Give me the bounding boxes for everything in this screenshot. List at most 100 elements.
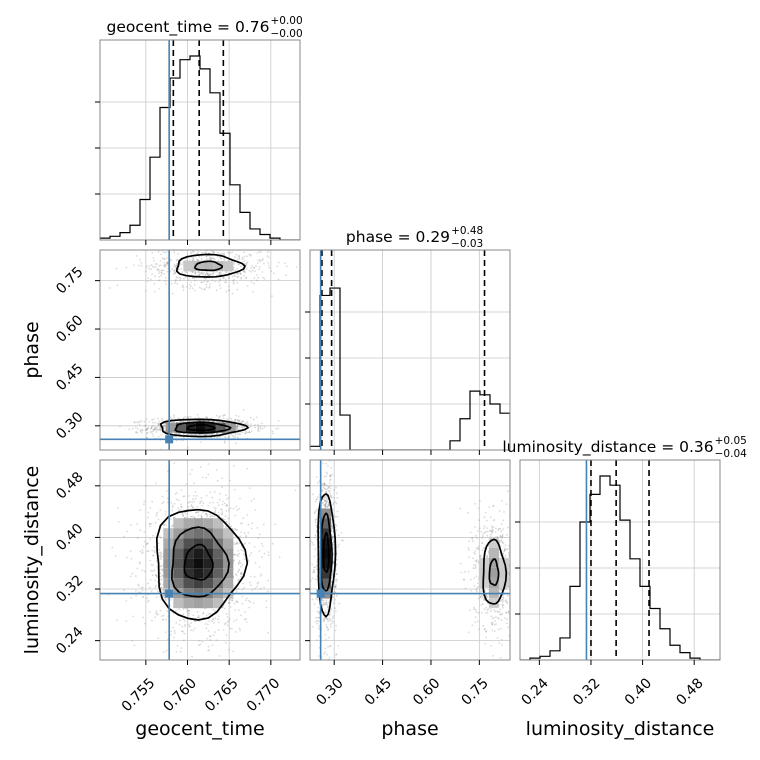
sample-point — [152, 435, 155, 437]
sample-point — [172, 421, 175, 423]
hist-bar — [130, 225, 140, 240]
sample-point — [234, 528, 237, 531]
sample-point — [230, 525, 232, 528]
sample-point — [150, 522, 153, 525]
sample-point — [123, 589, 126, 592]
sample-point — [315, 498, 318, 501]
sample-point — [515, 553, 517, 555]
sample-point — [192, 270, 194, 273]
sample-point — [231, 275, 234, 278]
sample-point — [233, 527, 236, 530]
hist-bar — [120, 233, 130, 240]
sample-point — [235, 588, 237, 591]
sample-point — [192, 257, 195, 259]
sample-point — [177, 507, 180, 510]
sample-point — [332, 561, 335, 564]
sample-point — [331, 622, 333, 625]
sample-point — [329, 610, 332, 613]
sample-point — [174, 272, 177, 275]
hist-bar — [140, 200, 150, 240]
sample-point — [224, 414, 226, 416]
density-cell — [183, 528, 194, 539]
sample-point — [184, 270, 186, 273]
sample-point — [200, 516, 203, 519]
sample-point — [268, 264, 270, 267]
sample-point — [227, 620, 230, 622]
sample-point — [191, 507, 194, 509]
sample-point — [333, 602, 336, 604]
sample-point — [211, 644, 214, 647]
sample-point — [134, 575, 137, 578]
sample-point — [249, 584, 252, 587]
sample-point — [129, 575, 132, 578]
sample-point — [325, 471, 328, 474]
sample-point — [153, 428, 155, 431]
sample-point — [162, 250, 165, 253]
sample-point — [177, 417, 180, 420]
sample-point — [133, 420, 136, 423]
sample-point — [159, 572, 162, 575]
sample-point — [250, 423, 253, 425]
sample-point — [318, 611, 321, 614]
sample-point — [164, 280, 167, 283]
sample-point — [152, 257, 155, 259]
sample-point — [146, 264, 148, 267]
sample-point — [250, 267, 252, 270]
sample-point — [250, 527, 253, 530]
sample-point — [492, 526, 495, 528]
sample-point — [237, 588, 240, 590]
sample-point — [152, 564, 154, 567]
sample-point — [146, 550, 149, 553]
sample-point — [116, 284, 119, 287]
sample-point — [212, 619, 214, 621]
sample-point — [229, 601, 231, 604]
sample-point — [229, 507, 232, 510]
sample-point — [150, 590, 153, 592]
sample-point — [222, 417, 225, 420]
sample-point — [170, 417, 173, 420]
sample-point — [328, 486, 330, 488]
sample-point — [114, 555, 117, 557]
sample-point — [330, 494, 332, 497]
sample-point — [317, 616, 319, 619]
sample-point — [206, 515, 208, 518]
sample-point — [261, 556, 263, 558]
sample-point — [156, 515, 158, 517]
sample-point — [334, 500, 337, 503]
sample-point — [204, 623, 207, 625]
sample-point — [154, 574, 157, 577]
sample-point — [333, 547, 335, 550]
sample-point — [239, 433, 242, 436]
sample-point — [163, 263, 166, 266]
sample-point — [335, 594, 338, 597]
density-cell — [173, 528, 184, 539]
sample-point — [237, 419, 240, 422]
hist-phase — [310, 250, 510, 450]
density-cell — [173, 548, 184, 559]
sample-point — [251, 265, 254, 267]
sample-point — [116, 619, 118, 622]
sample-point — [328, 490, 331, 492]
sample-point — [177, 253, 180, 255]
sample-point — [180, 506, 183, 509]
sample-point — [187, 505, 190, 508]
sample-point — [171, 506, 174, 509]
sample-point — [231, 292, 234, 295]
sample-point — [214, 491, 216, 493]
sample-point — [311, 541, 314, 544]
sample-point — [244, 271, 246, 274]
sample-point — [161, 568, 164, 571]
sample-point — [234, 609, 236, 611]
sample-point — [159, 576, 162, 578]
sample-point — [267, 551, 270, 554]
sample-point — [192, 250, 195, 253]
sample-point — [226, 238, 228, 240]
sample-point — [229, 598, 232, 601]
sample-point — [250, 416, 252, 419]
sample-point — [324, 500, 327, 502]
sample-point — [202, 502, 205, 505]
sample-point — [228, 436, 230, 439]
sample-point — [216, 251, 219, 254]
sample-point — [325, 502, 327, 505]
sample-point — [492, 655, 494, 657]
